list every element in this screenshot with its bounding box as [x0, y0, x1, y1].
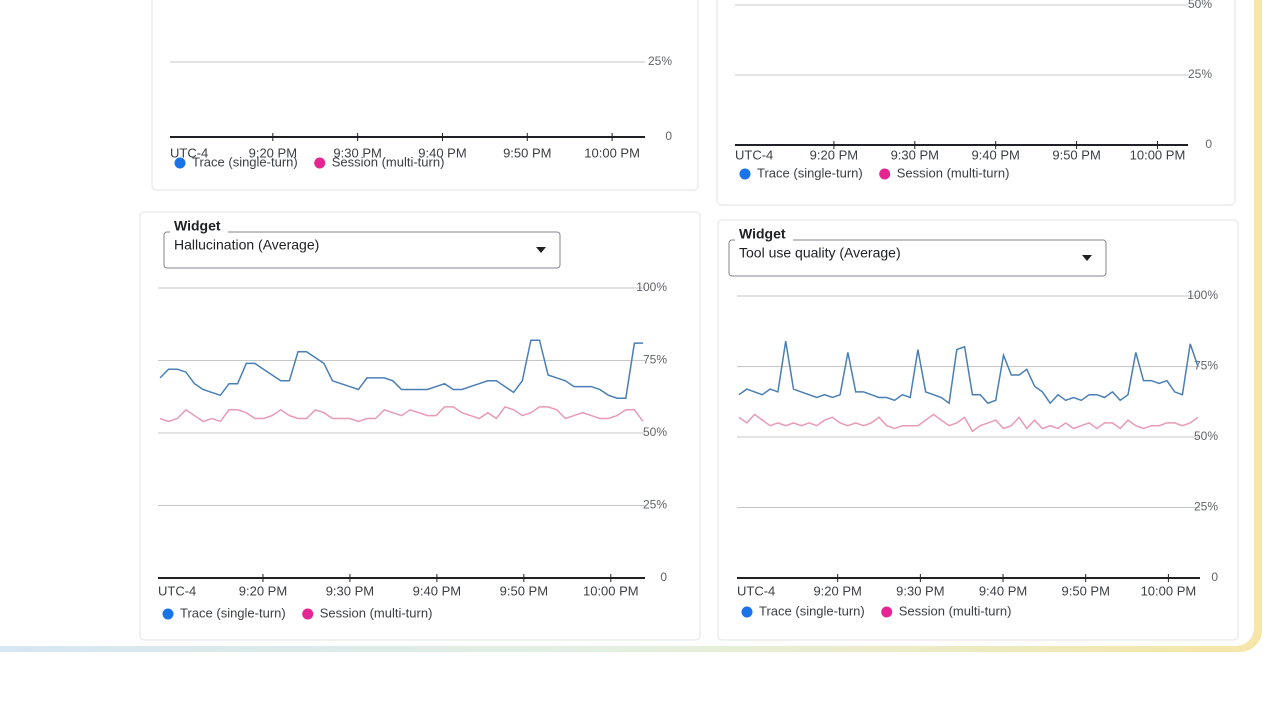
x-tick-label: 9:20 PM — [239, 583, 287, 598]
legend-label: Session (multi-turn) — [897, 165, 1010, 180]
legend-label: Session (multi-turn) — [320, 605, 433, 620]
x-tick-label: 9:30 PM — [326, 583, 374, 598]
y-tick-label: 0 — [665, 129, 672, 143]
y-tick-label: 75% — [643, 353, 667, 367]
x-tick-label: 9:30 PM — [891, 147, 939, 162]
x-tick-label: 10:00 PM — [1130, 147, 1186, 162]
x-tick-label: UTC-4 — [735, 147, 773, 162]
y-tick-label: 50% — [1194, 429, 1218, 443]
legend-dot — [314, 157, 326, 169]
x-tick-label: 9:30 PM — [896, 583, 944, 598]
x-tick-label: UTC-4 — [170, 145, 208, 160]
legend-dot — [879, 168, 891, 180]
legend-label: Trace (single-turn) — [180, 605, 286, 620]
widget-selection: Tool use quality (Average) — [739, 245, 901, 261]
y-tick-label: 75% — [1194, 359, 1218, 373]
widget-card — [151, 0, 699, 191]
legend-dot — [741, 606, 753, 618]
x-tick-label: 10:00 PM — [1141, 583, 1197, 598]
widget-card — [717, 219, 1239, 641]
series-line — [738, 340, 1199, 405]
series-line — [159, 339, 643, 399]
widget-card — [716, 0, 1236, 206]
y-tick-label: 50% — [1188, 0, 1212, 11]
y-tick-label: 100% — [1187, 288, 1218, 302]
y-tick-label: 100% — [636, 280, 667, 294]
x-tick-label: 10:00 PM — [584, 145, 640, 160]
series-line — [738, 413, 1199, 433]
x-tick-label: 9:50 PM — [1062, 583, 1110, 598]
legend-dot — [162, 608, 174, 620]
y-tick-label: 0 — [1211, 570, 1218, 584]
legend-label: Trace (single-turn) — [759, 603, 865, 618]
x-tick-label: 9:40 PM — [413, 583, 461, 598]
x-tick-label: 10:00 PM — [583, 583, 639, 598]
x-tick-label: 9:20 PM — [810, 147, 858, 162]
legend-dot — [739, 168, 751, 180]
legend-dot — [302, 608, 314, 620]
legend-label: Trace (single-turn) — [192, 154, 298, 169]
x-tick-label: UTC-4 — [737, 583, 775, 598]
widget-dropdown[interactable] — [728, 239, 1107, 277]
x-tick-label: 9:50 PM — [503, 145, 551, 160]
widget-dropdown[interactable] — [163, 231, 561, 269]
legend-dot — [881, 606, 893, 618]
series-line — [159, 406, 644, 423]
y-tick-label: 25% — [1188, 67, 1212, 81]
widget-selection: Hallucination (Average) — [174, 237, 319, 253]
legend-label: Session (multi-turn) — [899, 603, 1012, 618]
x-tick-label: 9:30 PM — [333, 145, 381, 160]
label-notch — [735, 237, 793, 243]
dropdown-arrow — [1082, 255, 1092, 261]
y-tick-label: 25% — [643, 498, 667, 512]
widget-label: Widget — [174, 218, 221, 234]
x-tick-label: 9:50 PM — [500, 583, 548, 598]
x-tick-label: 9:40 PM — [418, 145, 466, 160]
x-tick-label: 9:20 PM — [813, 583, 861, 598]
legend-label: Session (multi-turn) — [332, 154, 445, 169]
legend-dot — [174, 157, 186, 169]
x-tick-label: UTC-4 — [158, 583, 196, 598]
x-tick-label: 9:20 PM — [249, 145, 297, 160]
label-notch — [170, 229, 228, 235]
x-tick-label: 9:50 PM — [1052, 147, 1100, 162]
widget-card — [139, 211, 701, 641]
legend-label: Trace (single-turn) — [757, 165, 863, 180]
y-tick-label: 25% — [1194, 500, 1218, 514]
y-tick-label: 25% — [648, 54, 672, 68]
y-tick-label: 50% — [643, 425, 667, 439]
x-tick-label: 9:40 PM — [971, 147, 1019, 162]
y-tick-label: 0 — [660, 570, 667, 584]
x-tick-label: 9:40 PM — [979, 583, 1027, 598]
y-tick-label: 0 — [1205, 137, 1212, 151]
dropdown-arrow — [536, 247, 546, 253]
widget-label: Widget — [739, 226, 786, 242]
